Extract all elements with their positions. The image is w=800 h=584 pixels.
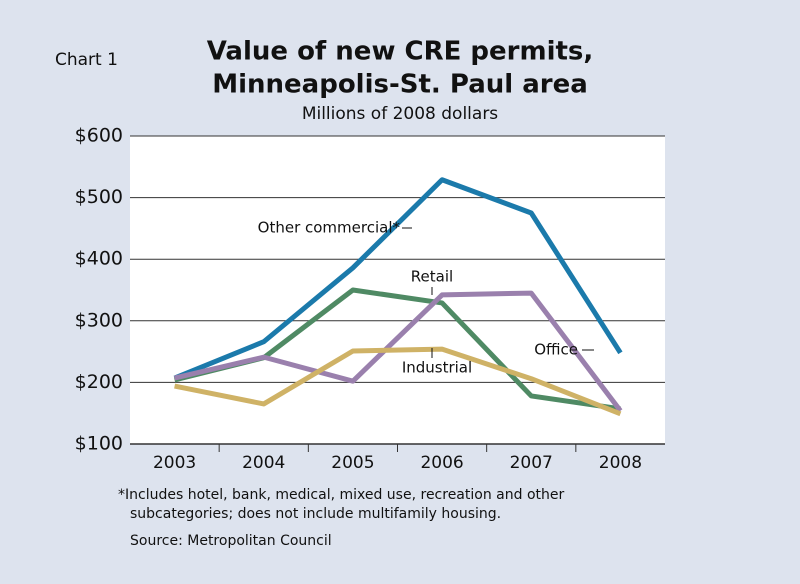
footnote: subcategories; does not include multifam… [130, 506, 501, 522]
series-line [174, 290, 623, 413]
chart-title: Minneapolis-St. Paul area [212, 70, 588, 100]
series-label: Office [534, 341, 578, 359]
x-tick-label: 2008 [599, 453, 642, 473]
footnote: *Includes hotel, bank, medical, mixed us… [118, 487, 564, 503]
series-line [173, 177, 623, 381]
y-tick-label: $200 [75, 371, 123, 393]
chart-subtitle: Millions of 2008 dollars [302, 104, 498, 124]
series-label: Other commercial* [258, 219, 401, 237]
y-tick-label: $500 [75, 186, 123, 208]
chart-label: Chart 1 [55, 50, 118, 70]
y-tick-label: $600 [75, 125, 123, 147]
series-label: Industrial [402, 359, 472, 377]
x-tick-label: 2005 [331, 453, 374, 473]
series-label: Retail [411, 268, 453, 286]
chart-title: Value of new CRE permits, [207, 37, 594, 67]
x-tick-label: 2004 [242, 453, 285, 473]
source: Source: Metropolitan Council [130, 533, 332, 549]
series-line [174, 346, 622, 417]
y-tick-label: $300 [75, 309, 123, 331]
x-tick-label: 2006 [420, 453, 463, 473]
x-tick-label: 2003 [153, 453, 196, 473]
x-tick-label: 2007 [510, 453, 553, 473]
y-tick-label: $400 [75, 248, 123, 270]
y-tick-label: $100 [75, 433, 123, 455]
